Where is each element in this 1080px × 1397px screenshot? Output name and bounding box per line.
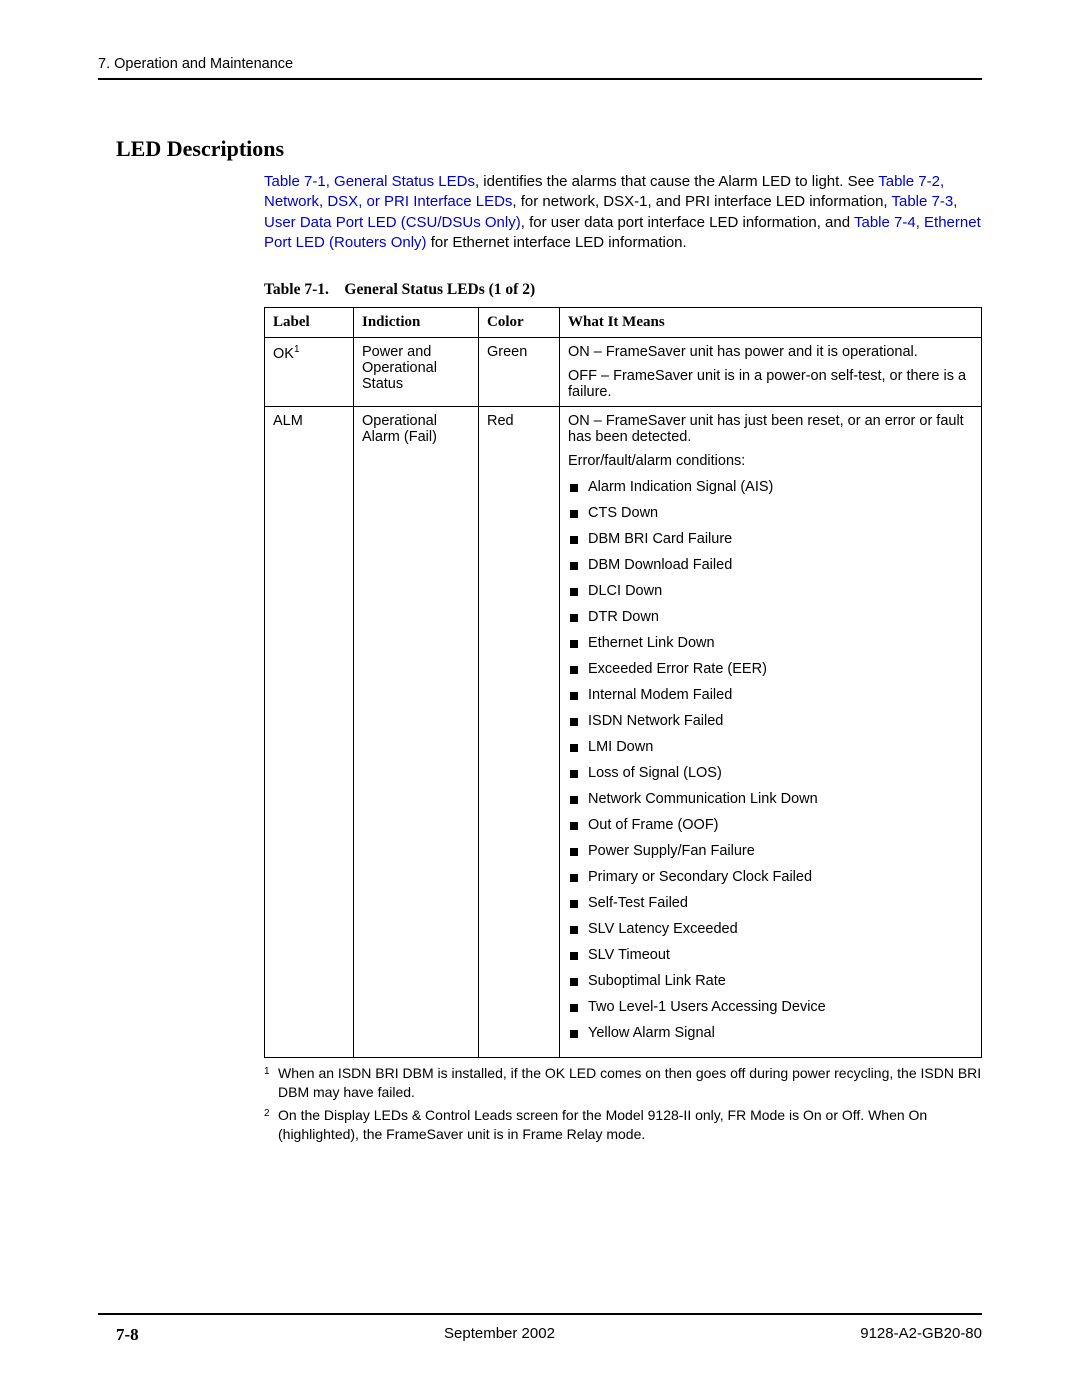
- list-item: DBM Download Failed: [568, 557, 973, 573]
- list-item: Primary or Secondary Clock Failed: [568, 869, 973, 885]
- caption-title: General Status LEDs (1 of 2): [344, 281, 535, 298]
- condition-header: Error/fault/alarm conditions:: [568, 453, 973, 469]
- chapter-label: 7. Operation and Maintenance: [98, 56, 293, 72]
- footnote-2: 2 On the Display LEDs & Control Leads sc…: [264, 1106, 982, 1144]
- th-meaning: What It Means: [560, 308, 982, 338]
- list-item: DLCI Down: [568, 583, 973, 599]
- cell-indiction: Power and Operational Status: [354, 338, 479, 407]
- table-header-row: Label Indiction Color What It Means: [265, 308, 982, 338]
- list-item: Internal Modem Failed: [568, 687, 973, 703]
- th-indiction: Indiction: [354, 308, 479, 338]
- list-item: CTS Down: [568, 505, 973, 521]
- caption-prefix: Table 7-1.: [264, 281, 329, 298]
- cell-color: Green: [479, 338, 560, 407]
- intro-text: , for user data port interface LED infor…: [521, 214, 854, 231]
- list-item: Loss of Signal (LOS): [568, 765, 973, 781]
- table-row: OK1 Power and Operational Status Green O…: [265, 338, 982, 407]
- footnote-1: 1 When an ISDN BRI DBM is installed, if …: [264, 1064, 982, 1102]
- list-item: Yellow Alarm Signal: [568, 1025, 973, 1041]
- list-item: DTR Down: [568, 609, 973, 625]
- footnote-number: 1: [264, 1064, 278, 1102]
- meaning-on: ON – FrameSaver unit has power and it is…: [568, 344, 973, 360]
- footnote-text: On the Display LEDs & Control Leads scre…: [278, 1106, 982, 1144]
- footer-date: September 2002: [444, 1325, 555, 1345]
- label-sup: 1: [294, 344, 300, 355]
- list-item: Ethernet Link Down: [568, 635, 973, 651]
- section-title: LED Descriptions: [116, 136, 982, 162]
- list-item: SLV Latency Exceeded: [568, 921, 973, 937]
- intro-text: , identifies the alarms that cause the A…: [475, 173, 878, 190]
- list-item: DBM BRI Card Failure: [568, 531, 973, 547]
- footnote-text: When an ISDN BRI DBM is installed, if th…: [278, 1064, 982, 1102]
- cell-label: OK1: [265, 338, 354, 407]
- footnotes: 1 When an ISDN BRI DBM is installed, if …: [264, 1064, 982, 1144]
- list-item: Alarm Indication Signal (AIS): [568, 479, 973, 495]
- cell-color: Red: [479, 407, 560, 1058]
- list-item: Two Level-1 Users Accessing Device: [568, 999, 973, 1015]
- doc-number: 9128-A2-GB20-80: [860, 1325, 982, 1345]
- list-item: ISDN Network Failed: [568, 713, 973, 729]
- link-table-7-1[interactable]: Table 7-1, General Status LEDs: [264, 173, 475, 190]
- page-number: 7-8: [116, 1325, 139, 1345]
- footnote-number: 2: [264, 1106, 278, 1144]
- page-header: 7. Operation and Maintenance: [98, 56, 982, 80]
- intro-paragraph: Table 7-1, General Status LEDs, identifi…: [264, 172, 982, 253]
- list-item: LMI Down: [568, 739, 973, 755]
- status-led-table: Label Indiction Color What It Means OK1 …: [264, 307, 982, 1058]
- th-color: Color: [479, 308, 560, 338]
- cell-indiction: Operational Alarm (Fail): [354, 407, 479, 1058]
- meaning-off: OFF – FrameSaver unit is in a power-on s…: [568, 368, 973, 400]
- intro-text: for Ethernet interface LED information.: [427, 234, 687, 251]
- list-item: Out of Frame (OOF): [568, 817, 973, 833]
- cell-meaning: ON – FrameSaver unit has just been reset…: [560, 407, 982, 1058]
- label-text: OK: [273, 346, 294, 362]
- th-label: Label: [265, 308, 354, 338]
- table-row: ALM Operational Alarm (Fail) Red ON – Fr…: [265, 407, 982, 1058]
- page-footer: 7-8 September 2002 9128-A2-GB20-80: [98, 1313, 982, 1345]
- list-item: Suboptimal Link Rate: [568, 973, 973, 989]
- list-item: Self-Test Failed: [568, 895, 973, 911]
- table-caption: Table 7-1. General Status LEDs (1 of 2): [264, 281, 982, 299]
- list-item: Exceeded Error Rate (EER): [568, 661, 973, 677]
- cell-label: ALM: [265, 407, 354, 1058]
- condition-list: Alarm Indication Signal (AIS) CTS Down DBM…: [568, 479, 973, 1041]
- list-item: Network Communication Link Down: [568, 791, 973, 807]
- intro-text: , for network, DSX-1, and PRI interface …: [512, 193, 891, 210]
- list-item: SLV Timeout: [568, 947, 973, 963]
- cell-meaning: ON – FrameSaver unit has power and it is…: [560, 338, 982, 407]
- list-item: Power Supply/Fan Failure: [568, 843, 973, 859]
- meaning-on: ON – FrameSaver unit has just been reset…: [568, 413, 973, 445]
